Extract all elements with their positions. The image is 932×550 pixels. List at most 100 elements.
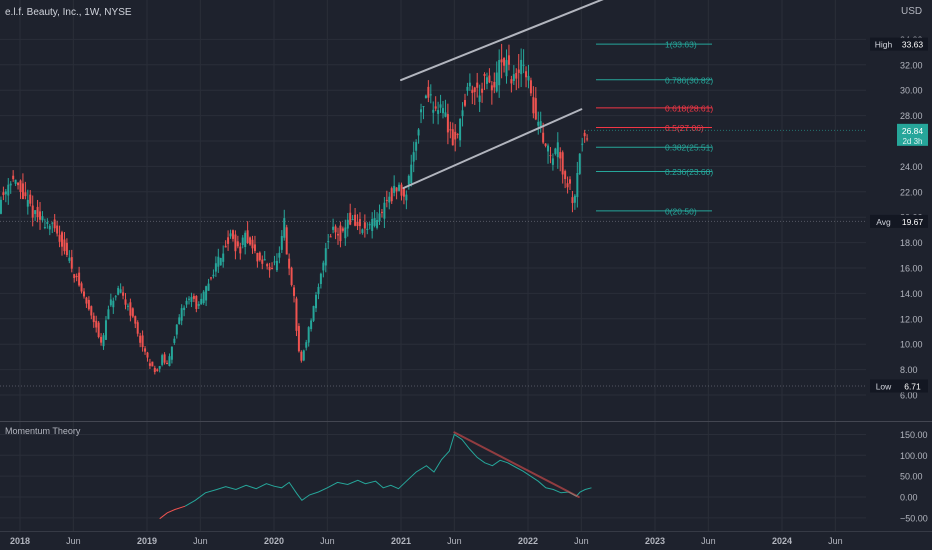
fibonacci-retracement[interactable]: 1(33.63) 0.786(30.82) 0.618(28.61) 0.5(27.0… (0, 40, 866, 387)
candle-body (395, 187, 398, 192)
momentum-trendline[interactable] (453, 431, 580, 498)
candle-body (75, 275, 78, 277)
candle-body (100, 336, 103, 343)
candle-body (141, 335, 144, 348)
candle-body (371, 218, 374, 231)
candle-body (29, 194, 32, 204)
candle-body (80, 283, 83, 292)
candle-body (529, 80, 532, 94)
candle-body (302, 350, 305, 361)
candle-body (188, 298, 191, 300)
candle-body (346, 219, 349, 229)
chart-title: e.l.f. Beauty, Inc., 1W, NYSE (5, 7, 132, 18)
candle-body (126, 305, 129, 307)
candle-body (266, 264, 269, 267)
candle-body (573, 195, 576, 203)
candle-body (525, 71, 528, 78)
candle-body (551, 158, 554, 165)
candle-body (227, 237, 230, 244)
candle-body (293, 287, 296, 296)
candle-body (522, 64, 525, 66)
candle-body (442, 108, 445, 114)
candle-body (332, 226, 335, 230)
price-tick-label: 10.00 (900, 340, 923, 350)
candle-body (446, 114, 449, 133)
price-label-tag (870, 37, 897, 51)
price-pane[interactable] (0, 43, 589, 375)
channel-lower-line[interactable] (402, 108, 583, 189)
candle-body (456, 133, 459, 135)
indicator-pane[interactable]: 150.00 100.00 50.00 0.00 −50.00 (159, 430, 928, 523)
candle-body (569, 179, 572, 184)
candle-body (148, 363, 151, 366)
indicator-title: Momentum Theory (5, 426, 81, 436)
time-tick-label: 2024 (772, 536, 792, 546)
candle-body (415, 142, 418, 151)
candle-body (271, 267, 274, 269)
price-label-name: Avg (876, 217, 891, 227)
candle-body (349, 212, 352, 225)
candle-body (407, 175, 410, 185)
candle-body (556, 142, 559, 158)
time-tick-label: Jun (447, 536, 462, 546)
candle-body (119, 289, 122, 293)
candle-body (366, 228, 369, 230)
candle-body (197, 303, 200, 306)
candle-body (200, 298, 203, 305)
candle-body (380, 211, 383, 213)
candle-body (334, 226, 337, 233)
candle-body (222, 253, 225, 262)
candle-body (427, 86, 430, 98)
time-tick-label: Jun (828, 536, 843, 546)
candle-body (73, 274, 76, 279)
fib-level-label: 0.382(25.51) (665, 143, 713, 153)
candle-body (586, 138, 589, 140)
candle-body (463, 100, 466, 106)
time-tick-label: 2023 (645, 536, 665, 546)
candle-body (437, 110, 440, 114)
candle-body (510, 79, 513, 84)
candle-body (285, 227, 288, 255)
fib-level-label: 1(33.63) (665, 40, 697, 50)
candle-body (527, 75, 530, 81)
price-label-box (897, 37, 928, 51)
candle-body (90, 306, 93, 316)
candle-body (547, 145, 550, 152)
time-axis[interactable]: 2018 Jun 2019 Jun 2020 Jun 2021 Jun 2022 Jun 2023 J… (10, 536, 843, 546)
candle-body (56, 225, 59, 234)
candle-body (261, 259, 264, 264)
candle-body (532, 97, 535, 114)
momentum-line (184, 433, 592, 507)
indicator-tick-label: 50.00 (900, 472, 923, 482)
candle-body (163, 354, 166, 363)
candle-body (273, 261, 276, 263)
candle-body (444, 112, 447, 117)
price-label-countdown: 2d 3h (902, 137, 922, 146)
candle-body (36, 206, 39, 218)
candle-body (214, 263, 217, 272)
candle-body (129, 302, 132, 316)
candle-body (229, 233, 232, 237)
candle-body (43, 226, 46, 229)
time-tick-label: 2020 (264, 536, 284, 546)
candle-body (68, 257, 71, 261)
candle-body (329, 236, 332, 238)
candle-body (212, 274, 215, 277)
candle-body (290, 267, 293, 285)
candle-body (473, 87, 476, 92)
trend-channel[interactable] (400, 0, 604, 189)
candle-body (244, 232, 247, 248)
candle-body (139, 335, 142, 343)
candle-body (424, 95, 427, 99)
candle-body (483, 74, 486, 76)
candle-body (173, 338, 176, 343)
candle-body (85, 297, 88, 304)
candle-body (461, 110, 464, 117)
candle-body (390, 188, 393, 202)
candle-body (180, 308, 183, 321)
candle-body (151, 361, 154, 367)
channel-upper-line[interactable] (400, 0, 604, 82)
candle-body (63, 239, 66, 252)
